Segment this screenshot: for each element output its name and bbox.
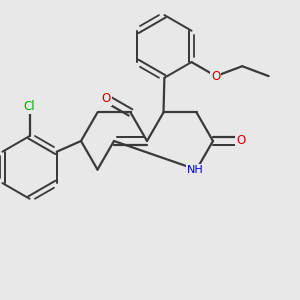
Text: O: O xyxy=(102,92,111,105)
Text: Cl: Cl xyxy=(24,100,35,113)
Text: O: O xyxy=(211,70,220,83)
Text: O: O xyxy=(236,134,246,148)
Text: NH: NH xyxy=(187,165,203,175)
